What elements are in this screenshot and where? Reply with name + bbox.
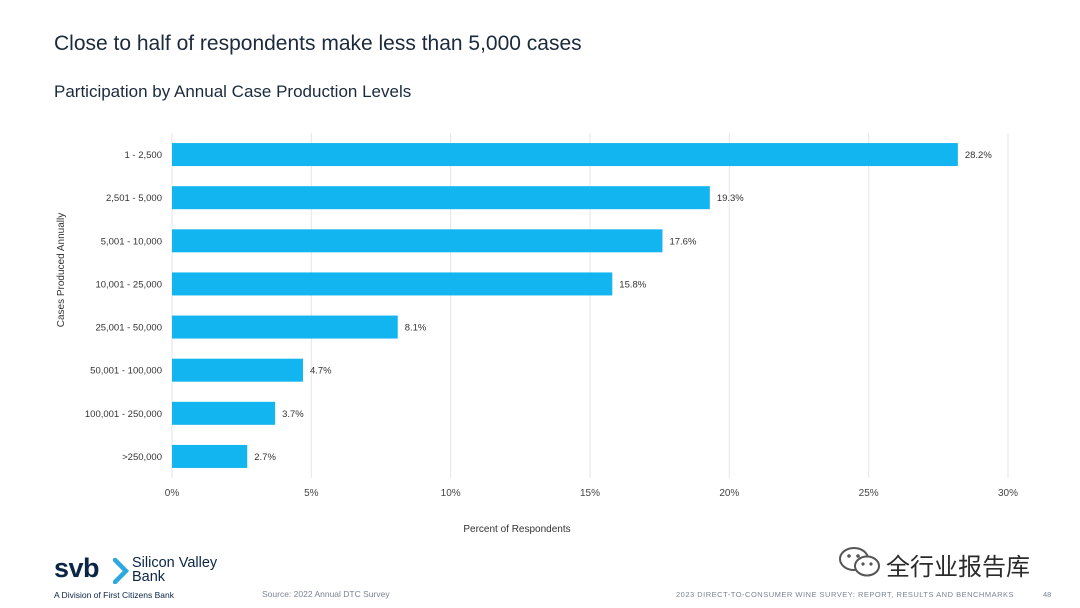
logo-wordmark: svb xyxy=(54,553,100,583)
wechat-icon xyxy=(839,547,880,577)
y-axis-title: Cases Produced Annually xyxy=(56,213,67,328)
bar xyxy=(172,143,958,167)
category-label: 100,001 - 250,000 xyxy=(85,409,162,420)
chart-subtitle: Participation by Annual Case Production … xyxy=(54,82,412,101)
data-label: 15.8% xyxy=(619,279,646,290)
data-label: 28.2% xyxy=(965,150,992,161)
bar xyxy=(172,401,276,425)
bar xyxy=(172,272,613,296)
source-note: Source: 2022 Annual DTC Survey xyxy=(262,589,390,599)
x-tick-label: 10% xyxy=(441,488,461,499)
watermark-text: 全行业报告库 xyxy=(886,554,1030,581)
watermark: 全行业报告库 xyxy=(838,545,1050,581)
x-tick-label: 30% xyxy=(998,488,1018,499)
x-tick-label: 25% xyxy=(859,488,879,499)
grid-lines xyxy=(171,133,1009,478)
x-tick-label: 0% xyxy=(165,488,180,499)
data-label: 19.3% xyxy=(717,193,744,204)
logo-name-line1: Silicon Valley xyxy=(132,555,218,571)
bar xyxy=(172,444,248,468)
category-label: 50,001 - 100,000 xyxy=(90,366,162,377)
category-label: 2,501 - 5,000 xyxy=(106,193,162,204)
logo-name-line2: Bank xyxy=(132,569,166,585)
bar xyxy=(172,315,398,339)
data-label: 2.7% xyxy=(254,452,276,463)
logo-division: A Division of First Citizens Bank xyxy=(54,590,174,600)
page-number: 48 xyxy=(1043,590,1052,599)
data-label: 4.7% xyxy=(310,366,332,377)
category-label: >250,000 xyxy=(122,452,162,463)
data-label: 17.6% xyxy=(669,236,696,247)
page-title: Close to half of respondents make less t… xyxy=(54,32,582,55)
chevron-logo-icon xyxy=(113,558,129,584)
logo-name: Silicon Valley Bank xyxy=(132,555,218,585)
x-axis-title: Percent of Respondents xyxy=(463,524,570,535)
report-title: 2023 DIRECT-TO-CONSUMER WINE SURVEY: REP… xyxy=(676,590,1015,599)
category-label: 1 - 2,500 xyxy=(125,150,163,161)
x-tick-label: 20% xyxy=(719,488,739,499)
bar xyxy=(172,358,303,382)
bar-chart: 0% 5% 10% 15% 20% 25% 30% 1 - 2,500 28.2% 2,501 -… xyxy=(56,133,1018,535)
x-tick-label: 5% xyxy=(304,488,319,499)
category-label: 25,001 - 50,000 xyxy=(95,323,162,334)
labels: 0% 5% 10% 15% 20% 25% 30% 1 - 2,500 28.2% 2,501 -… xyxy=(56,150,1018,535)
x-tick-label: 15% xyxy=(580,488,600,499)
bar xyxy=(172,186,710,210)
bars xyxy=(172,143,958,468)
category-label: 10,001 - 25,000 xyxy=(95,279,162,290)
category-label: 5,001 - 10,000 xyxy=(101,236,162,247)
bar xyxy=(172,229,663,253)
data-label: 8.1% xyxy=(405,323,427,334)
data-label: 3.7% xyxy=(282,409,304,420)
svb-logo: svb Silicon Valley Bank A Division of Fi… xyxy=(54,553,244,603)
